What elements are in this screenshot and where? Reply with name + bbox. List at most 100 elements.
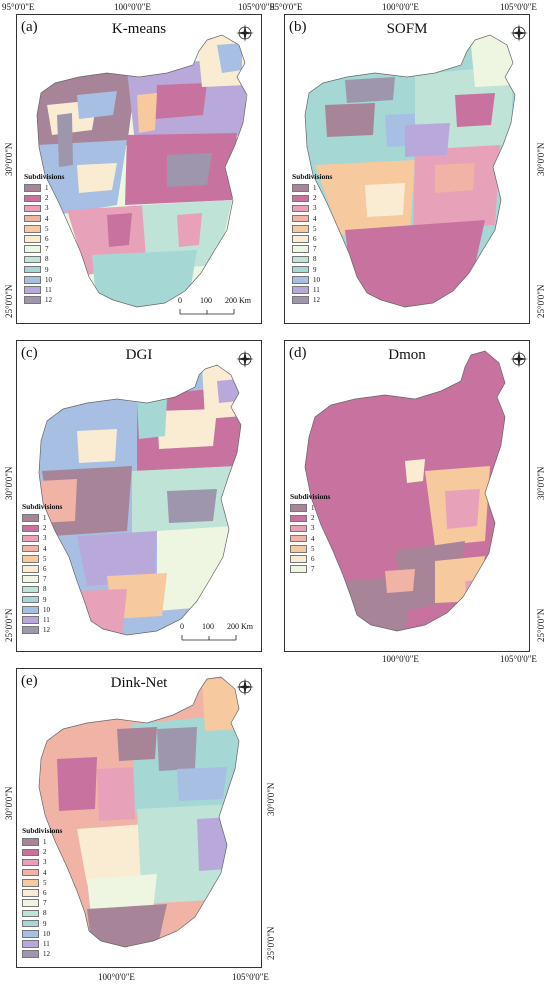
lon-label-95-top: 95°0'0"E [2, 2, 35, 12]
legend-item: 5 [22, 878, 62, 888]
legend-swatch [22, 838, 39, 846]
legend-e: Subdivisions 1 2 3 4 5 6 7 8 9 10 11 12 [22, 826, 62, 959]
lat-label-25-a: 25°0'0"N [4, 284, 14, 318]
legend-label: 6 [43, 565, 47, 574]
lat-label-25-e-right: 25°0'0"N [266, 926, 276, 960]
legend-label: 3 [43, 534, 47, 543]
legend-label: 5 [313, 224, 317, 233]
legend-item: 6 [292, 234, 332, 244]
panel-label: (e) [21, 673, 38, 689]
legend-d: Subdivisions 1 2 3 4 5 6 7 [290, 492, 330, 574]
legend-item: 6 [22, 888, 62, 898]
legend-title: Subdivisions [24, 172, 65, 181]
lat-label-25-b: 25°0'0"N [536, 284, 546, 318]
legend-item: 3 [22, 857, 62, 867]
scale-bar: 0 100 200 Km [176, 296, 256, 318]
legend-swatch [24, 194, 41, 203]
legend-item: 7 [22, 574, 62, 584]
legend-label: 7 [311, 565, 315, 574]
legend-label: 4 [45, 214, 49, 223]
legend-swatch [292, 214, 309, 223]
legend-label: 10 [45, 275, 52, 284]
legend-item: 11 [22, 939, 62, 949]
legend-item: 3 [22, 533, 62, 543]
legend-swatch [24, 225, 41, 233]
lon-label-105-top: 105°0'0"E [238, 2, 275, 12]
legend-label: 4 [313, 214, 317, 223]
scale-label-0: 0 [180, 622, 184, 631]
legend-label: 1 [45, 184, 49, 193]
legend-label: 9 [43, 595, 47, 604]
legend-swatch [22, 940, 39, 948]
panel-c: (c) DGI [16, 340, 262, 652]
panel-a: (a) K-means [16, 14, 262, 324]
legend-item: 12 [22, 625, 62, 635]
legend-swatch [22, 544, 39, 553]
legend-label: 11 [43, 615, 50, 624]
legend-swatch [22, 534, 39, 543]
legend-label: 3 [313, 204, 317, 213]
legend-swatch [290, 534, 307, 543]
legend-item: 11 [22, 615, 62, 625]
legend-label: 12 [313, 296, 320, 305]
legend-swatch [290, 524, 307, 533]
legend-label: 2 [313, 194, 317, 203]
scale-label-200: 200 Km [227, 622, 253, 631]
panel-e: (e) Dink-Net [16, 668, 262, 968]
scale-label-200: 200 Km [225, 296, 251, 305]
legend-label: 5 [43, 878, 47, 887]
legend-item: 1 [22, 837, 62, 847]
legend-label: 3 [43, 858, 47, 867]
legend-item: 9 [292, 265, 332, 275]
legend-item: 7 [292, 244, 332, 254]
legend-swatch [292, 225, 309, 233]
legend-swatch [292, 235, 309, 243]
lat-label-30-c: 30°0'0"N [4, 466, 14, 500]
legend-swatch [22, 514, 39, 522]
legend-swatch [292, 255, 309, 264]
legend-item: 11 [292, 285, 332, 295]
map-a [36, 34, 248, 308]
legend-item: 12 [24, 295, 64, 305]
legend-item: 5 [292, 224, 332, 234]
lat-label-30-e-right: 30°0'0"N [266, 782, 276, 816]
legend-label: 8 [313, 255, 317, 264]
legend-label: 9 [43, 919, 47, 928]
legend-label: 4 [43, 868, 47, 877]
map-b [304, 34, 516, 308]
legend-swatch [292, 184, 309, 192]
legend-label: 7 [43, 899, 47, 908]
legend-label: 1 [43, 514, 47, 523]
panel-label: (b) [289, 19, 307, 35]
legend-item: 10 [22, 605, 62, 615]
panel-title: K-means [111, 21, 167, 37]
legend-item: 1 [22, 513, 62, 523]
panel-title: SOFM [386, 21, 428, 37]
legend-item: 8 [22, 908, 62, 918]
legend-swatch [292, 276, 309, 284]
legend-label: 2 [43, 524, 47, 533]
legend-label: 8 [43, 585, 47, 594]
legend-item: 6 [290, 554, 330, 564]
legend-item: 5 [290, 544, 330, 554]
lat-label-30-b: 30°0'0"N [536, 142, 546, 176]
lat-label-30-d: 30°0'0"N [536, 466, 546, 500]
legend-label: 2 [45, 194, 49, 203]
compass-icon [508, 22, 530, 44]
legend-item: 8 [22, 584, 62, 594]
legend-item: 6 [24, 234, 64, 244]
map-e [38, 676, 240, 948]
panel-title: Dmon [388, 347, 426, 363]
legend-label: 4 [43, 544, 47, 553]
legend-swatch [24, 204, 41, 213]
legend-item: 12 [22, 949, 62, 959]
lon-label-100-top: 100°0'0"E [114, 2, 151, 12]
legend-item: 10 [292, 275, 332, 285]
legend-label: 2 [311, 514, 315, 523]
legend-swatch [22, 565, 39, 573]
legend-swatch [24, 184, 41, 192]
legend-item: 6 [22, 564, 62, 574]
legend-label: 4 [311, 534, 315, 543]
compass-icon [234, 22, 256, 44]
legend-swatch [290, 514, 307, 523]
